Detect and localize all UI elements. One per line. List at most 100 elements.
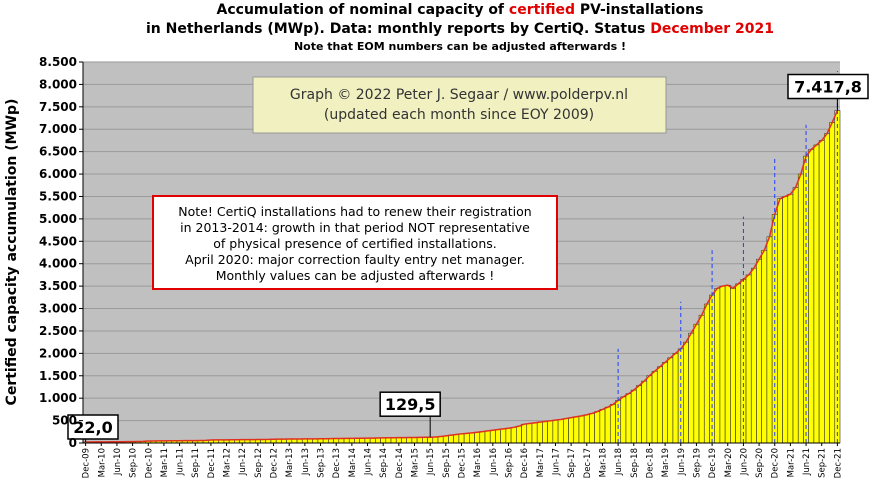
bar bbox=[766, 236, 773, 444]
title-text: PV-installations bbox=[575, 2, 703, 18]
x-tick-label: Dec-12 bbox=[270, 448, 280, 478]
y-tick-label: 1.500 bbox=[39, 369, 77, 383]
x-tick-label: Dec-18 bbox=[645, 448, 655, 478]
bar bbox=[792, 187, 799, 444]
bar bbox=[557, 419, 564, 444]
x-tick-label: Mar-20 bbox=[724, 448, 734, 477]
x-tick-label: Mar-17 bbox=[536, 448, 546, 477]
bar bbox=[724, 284, 731, 444]
title-text: in Netherlands (MWp). Data: monthly repo… bbox=[146, 21, 650, 37]
y-tick-label: 4.500 bbox=[39, 234, 77, 248]
bar bbox=[395, 437, 402, 444]
y-tick-label: 3.000 bbox=[39, 302, 77, 316]
x-tick-label: Jun-17 bbox=[551, 448, 561, 476]
x-tick-label: Mar-18 bbox=[598, 448, 608, 477]
bar bbox=[813, 144, 820, 444]
bar bbox=[505, 427, 512, 444]
x-tick-label: Dec-11 bbox=[207, 448, 217, 478]
bar bbox=[651, 370, 658, 444]
x-tick-label: Mar-13 bbox=[285, 448, 295, 477]
bar bbox=[667, 357, 674, 444]
y-tick-label: 1.000 bbox=[39, 391, 77, 405]
bar bbox=[703, 303, 710, 444]
bar bbox=[390, 437, 397, 444]
bar bbox=[672, 353, 679, 444]
bar bbox=[818, 140, 825, 444]
x-tick-label: Dec-17 bbox=[583, 448, 593, 478]
y-tick-label: 2.000 bbox=[39, 346, 77, 360]
y-tick-label: 8.500 bbox=[39, 55, 77, 69]
bar bbox=[683, 341, 689, 444]
y-tick-label: 5.500 bbox=[39, 189, 77, 203]
x-tick-label: Mar-12 bbox=[223, 448, 233, 477]
bar bbox=[547, 420, 554, 444]
x-tick-label: Mar-15 bbox=[411, 448, 421, 477]
bar bbox=[526, 423, 533, 444]
x-tick-label: Jun-11 bbox=[176, 448, 186, 476]
y-tick-label: 0 bbox=[69, 436, 77, 450]
bar bbox=[510, 427, 517, 444]
bar bbox=[469, 432, 475, 444]
title-text: Accumulation of nominal capacity of bbox=[217, 2, 509, 18]
y-axis-label: Certified capacity accumulation (MWp) bbox=[4, 99, 20, 406]
title-line2: in Netherlands (MWp). Data: monthly repo… bbox=[146, 21, 774, 37]
overlay bbox=[85, 70, 839, 443]
y-tick-label: 6.000 bbox=[39, 167, 77, 181]
bar bbox=[808, 149, 815, 444]
bar bbox=[442, 435, 449, 444]
credit-line: Graph © 2022 Peter J. Segaar / www.polde… bbox=[290, 87, 628, 103]
bar bbox=[656, 366, 663, 444]
bar bbox=[599, 409, 606, 444]
note-line: Note! CertiQ installations had to renew … bbox=[178, 204, 531, 219]
bar bbox=[719, 285, 726, 444]
x-tick-label: Dec-21 bbox=[833, 448, 843, 478]
credit-box bbox=[252, 76, 667, 134]
title-line1: Accumulation of nominal capacity of cert… bbox=[217, 2, 704, 18]
x-tick-label: Sep-14 bbox=[379, 448, 389, 478]
bar bbox=[745, 274, 752, 444]
bar bbox=[646, 375, 653, 444]
x-tick-label: Dec-20 bbox=[771, 448, 781, 478]
bar bbox=[735, 283, 742, 444]
x-tick-label: Dec-16 bbox=[520, 448, 530, 478]
bar bbox=[474, 431, 481, 444]
y-tick-label: 6.500 bbox=[39, 145, 77, 159]
x-tick-label: Jun-10 bbox=[113, 448, 123, 476]
x-tick-label: Dec-09 bbox=[82, 448, 92, 478]
bar bbox=[401, 437, 407, 444]
x-tick-label: Jun-15 bbox=[426, 448, 436, 476]
bar bbox=[484, 430, 491, 444]
label-box bbox=[67, 414, 119, 440]
bar bbox=[568, 417, 575, 444]
note-line: Monthly values can be adjusted afterward… bbox=[216, 268, 495, 283]
bar bbox=[489, 429, 496, 444]
title-highlight: certified bbox=[509, 2, 575, 18]
x-tick-label: Sep-16 bbox=[504, 448, 514, 478]
bar bbox=[563, 418, 569, 444]
y-tick-label: 8.000 bbox=[39, 77, 77, 91]
bar bbox=[432, 436, 439, 444]
x-tick-label: Mar-11 bbox=[160, 448, 170, 477]
x-tick-label: Jun-19 bbox=[677, 448, 687, 476]
x-tick-label: Jun-16 bbox=[489, 448, 499, 476]
bar bbox=[500, 428, 507, 444]
x-tick-label: Sep-21 bbox=[818, 448, 828, 478]
bar bbox=[594, 411, 601, 444]
bar bbox=[756, 258, 762, 444]
bar bbox=[750, 267, 757, 444]
value-labels: 22,0 129,5 7.417,8 bbox=[67, 73, 869, 443]
x-tick-label: Sep-13 bbox=[317, 448, 327, 478]
y-tick-label: 2.500 bbox=[39, 324, 77, 338]
x-tick-label: Dec-10 bbox=[144, 448, 154, 478]
label-box bbox=[379, 391, 441, 417]
bar bbox=[730, 288, 736, 444]
note-line: April 2020: major correction faulty entr… bbox=[185, 252, 525, 267]
value-label: 129,5 bbox=[385, 395, 436, 414]
bar bbox=[495, 429, 501, 444]
bar bbox=[458, 433, 465, 444]
bar bbox=[797, 173, 804, 444]
y-tick-label: 500 bbox=[52, 414, 77, 428]
x-tick-label: Sep-12 bbox=[254, 448, 264, 478]
bar bbox=[609, 404, 616, 444]
